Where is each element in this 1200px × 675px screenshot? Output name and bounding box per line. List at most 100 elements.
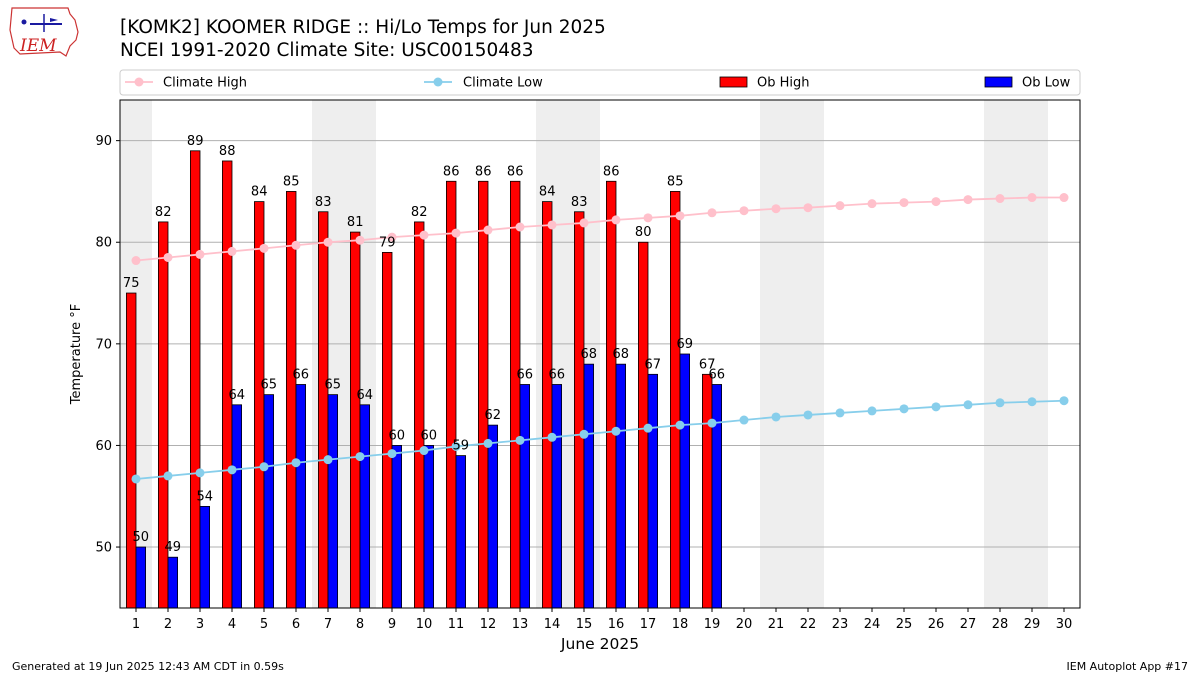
x-tick-label: 8 xyxy=(356,617,364,632)
ob-low-label: 65 xyxy=(261,378,278,393)
weekend-band xyxy=(984,100,1048,608)
y-tick-label: 70 xyxy=(95,337,112,352)
climate-high-point xyxy=(675,211,685,221)
ob-low-label: 64 xyxy=(357,388,374,403)
ob-high-bar xyxy=(509,180,521,609)
climate-low-point xyxy=(195,468,205,478)
climate-low-point xyxy=(547,432,557,442)
y-tick-label: 60 xyxy=(95,439,112,454)
y-tick-label: 50 xyxy=(95,541,112,556)
x-tick-label: 12 xyxy=(480,617,497,632)
climate-high-point xyxy=(547,220,557,230)
x-axis-label: June 2025 xyxy=(560,635,639,653)
ob-low-bar xyxy=(487,424,499,609)
climate-low-point xyxy=(387,449,397,459)
x-tick-label: 1 xyxy=(132,617,140,632)
ob-low-bar xyxy=(231,404,243,609)
x-tick-label: 3 xyxy=(196,617,204,632)
ob-high-bar xyxy=(253,201,265,609)
ob-low-label: 62 xyxy=(485,408,502,423)
ob-high-label: 80 xyxy=(635,225,652,240)
climate-low-point xyxy=(227,465,237,475)
ob-low-label: 66 xyxy=(549,367,566,382)
y-tick-label: 90 xyxy=(95,134,112,149)
ob-high-label: 84 xyxy=(539,185,556,200)
ob-high-label: 89 xyxy=(187,134,204,149)
climate-low-point xyxy=(899,404,909,414)
generated-timestamp: Generated at 19 Jun 2025 12:43 AM CDT in… xyxy=(12,660,284,673)
climate-low-point xyxy=(515,435,525,445)
ob-high-bar xyxy=(189,150,201,609)
climate-low-point xyxy=(643,423,653,433)
x-tick-label: 24 xyxy=(864,617,881,632)
ob-low-bar xyxy=(391,445,403,609)
ob-high-label: 86 xyxy=(475,164,492,179)
weekend-band xyxy=(760,100,824,608)
x-tick-label: 20 xyxy=(736,617,753,632)
ob-low-label: 60 xyxy=(389,428,406,443)
climate-low-point xyxy=(355,452,365,462)
x-tick-label: 28 xyxy=(992,617,1009,632)
plot-frame xyxy=(119,99,1081,609)
climate-low-point xyxy=(995,398,1005,408)
climate-high-point xyxy=(707,208,717,218)
climate-high-point xyxy=(483,225,493,235)
app-label: IEM Autoplot App #17 xyxy=(1066,660,1189,673)
ob-high-bar xyxy=(670,191,681,609)
legend-box xyxy=(119,69,1081,96)
ob-high-bar xyxy=(413,221,425,609)
ob-high-label: 85 xyxy=(667,174,684,189)
legend-climate-low-label: Climate Low xyxy=(463,76,543,91)
legend-ob-low-swatch xyxy=(984,76,1013,88)
x-tick-label: 26 xyxy=(928,617,945,632)
ob-low-bar xyxy=(295,384,307,609)
climate-high-point xyxy=(227,246,237,256)
ob-low-label: 68 xyxy=(613,347,630,362)
ob-high-bar xyxy=(477,180,489,609)
x-tick-label: 14 xyxy=(544,617,561,632)
climate-high-point xyxy=(739,206,749,216)
climate-low-point xyxy=(675,420,685,430)
climate-high-point xyxy=(995,194,1005,204)
climate-low-point xyxy=(771,412,781,422)
ob-low-label: 49 xyxy=(165,540,182,555)
gridlines xyxy=(120,140,1080,548)
climate-high-point xyxy=(355,235,365,245)
climate-high-point xyxy=(867,199,877,209)
x-tick-label: 7 xyxy=(324,617,332,632)
climate-low-point xyxy=(803,410,813,420)
ob-high-label: 83 xyxy=(571,195,588,210)
ob-low-bar xyxy=(455,455,467,609)
chart-subtitle: NCEI 1991-2020 Climate Site: USC00150483 xyxy=(120,40,534,61)
ob-high-label: 86 xyxy=(443,164,460,179)
climate-low-point xyxy=(867,406,877,416)
ob-high-bar xyxy=(606,180,617,609)
climate-low-point xyxy=(1027,397,1037,407)
logo-text: IEM xyxy=(19,36,57,56)
x-tick-label: 30 xyxy=(1056,617,1073,632)
climate-high-point xyxy=(931,197,941,207)
climate-low-line xyxy=(135,399,1065,480)
x-tick-label: 9 xyxy=(388,617,396,632)
climate-high-point xyxy=(643,213,653,223)
climate-low-point xyxy=(163,471,173,481)
bars-layer xyxy=(126,150,723,609)
climate-high-point xyxy=(515,222,525,232)
x-tick-label: 25 xyxy=(896,617,913,632)
ob-low-bar xyxy=(423,445,435,609)
climate-high-point xyxy=(611,215,621,225)
climate-low-point xyxy=(1059,396,1069,406)
ob-low-bar xyxy=(679,353,691,609)
climate-high-point xyxy=(771,204,781,214)
y-tick-label: 80 xyxy=(95,236,112,251)
x-tick-label: 27 xyxy=(960,617,977,632)
climate-high-point xyxy=(323,237,333,247)
plot-border xyxy=(119,99,1081,609)
ob-low-label: 65 xyxy=(325,378,342,393)
climate-high-point xyxy=(1027,193,1037,203)
climate-low-point xyxy=(419,446,429,456)
climate-low-point xyxy=(291,458,301,468)
ob-low-label: 59 xyxy=(453,439,470,454)
x-tick-label: 17 xyxy=(640,617,657,632)
climate-high-point xyxy=(1059,193,1069,203)
